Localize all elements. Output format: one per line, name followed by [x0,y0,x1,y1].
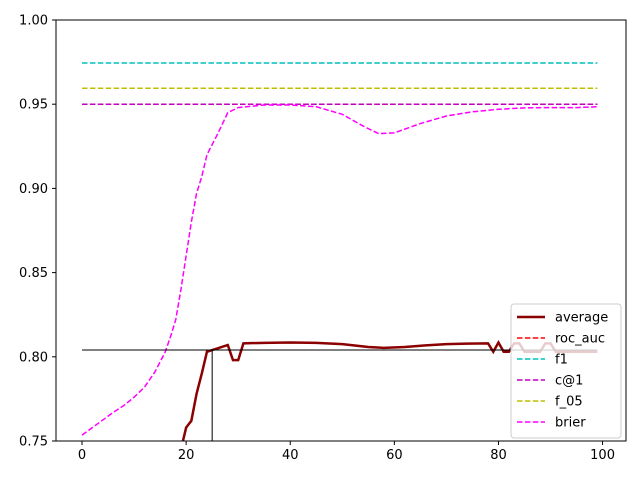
y-tick-label: 0.90 [19,182,48,197]
x-tick-label: 60 [386,448,403,463]
axes: 0 20 40 60 80 100 0.75 0.80 0.85 0.90 0.95 1.00 [19,14,627,463]
legend-label: f1 [555,353,568,368]
legend-label: f_05 [555,395,583,410]
x-tick-label: 80 [490,448,507,463]
y-tick-label: 0.75 [19,435,48,450]
legend-label: average [555,311,608,326]
legend-label: brier [555,416,586,431]
axes-frame [55,19,627,442]
legend-label: roc_auc [555,332,605,347]
y-tick-label: 0.80 [19,350,48,365]
x-tick-label: 20 [178,448,195,463]
legend-label: c@1 [555,374,583,389]
x-tick-label: 0 [78,448,86,463]
x-tick-label: 40 [282,448,299,463]
y-tick-label: 0.85 [19,266,48,281]
series-line-brier [81,104,598,436]
x-tick-label: 100 [590,448,615,463]
y-tick-label: 0.95 [19,98,48,113]
legend-box [510,303,622,439]
y-tick-label: 1.00 [19,14,48,29]
